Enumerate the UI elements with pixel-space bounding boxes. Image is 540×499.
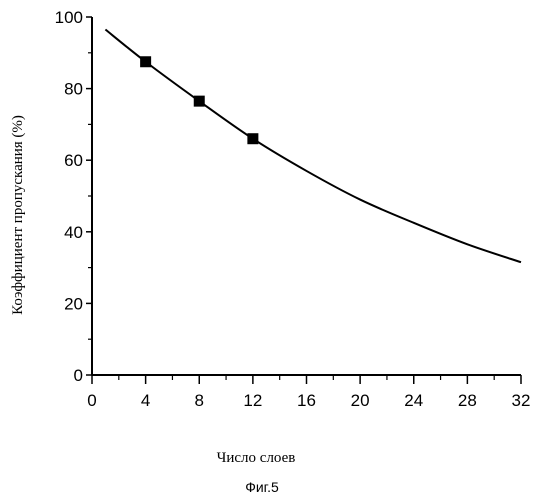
data-point-marker — [194, 96, 205, 107]
data-point-marker — [140, 56, 151, 67]
x-axis-title: Число слоев — [217, 450, 296, 466]
plot-area: 0 4 8 12 16 20 24 28 32 0 20 40 60 80 100 — [55, 8, 531, 410]
x-tick-label: 8 — [195, 391, 204, 410]
x-tick-label: 4 — [141, 391, 150, 410]
y-axis-title: Коэффициент пропускания (%) — [10, 115, 26, 315]
y-tick-label: 0 — [74, 366, 83, 385]
x-tick-label: 12 — [243, 391, 262, 410]
x-tick-label: 24 — [404, 391, 423, 410]
x-tick-label: 16 — [297, 391, 316, 410]
y-tick-label: 80 — [64, 80, 83, 99]
series-layer — [105, 30, 521, 263]
figure-caption: Фиг.5 — [245, 479, 279, 495]
y-ticks: 0 20 40 60 80 100 — [55, 8, 92, 385]
x-tick-label: 20 — [351, 391, 370, 410]
x-tick-label: 28 — [458, 391, 477, 410]
x-tick-label: 32 — [512, 391, 531, 410]
y-tick-label: 40 — [64, 223, 83, 242]
data-point-marker — [247, 133, 258, 144]
x-tick-label: 0 — [87, 391, 96, 410]
x-ticks: 0 4 8 12 16 20 24 28 32 — [87, 375, 530, 410]
fitted-curve — [105, 30, 521, 263]
y-tick-label: 60 — [64, 151, 83, 170]
y-tick-label: 100 — [55, 8, 83, 27]
y-tick-label: 20 — [64, 294, 83, 313]
